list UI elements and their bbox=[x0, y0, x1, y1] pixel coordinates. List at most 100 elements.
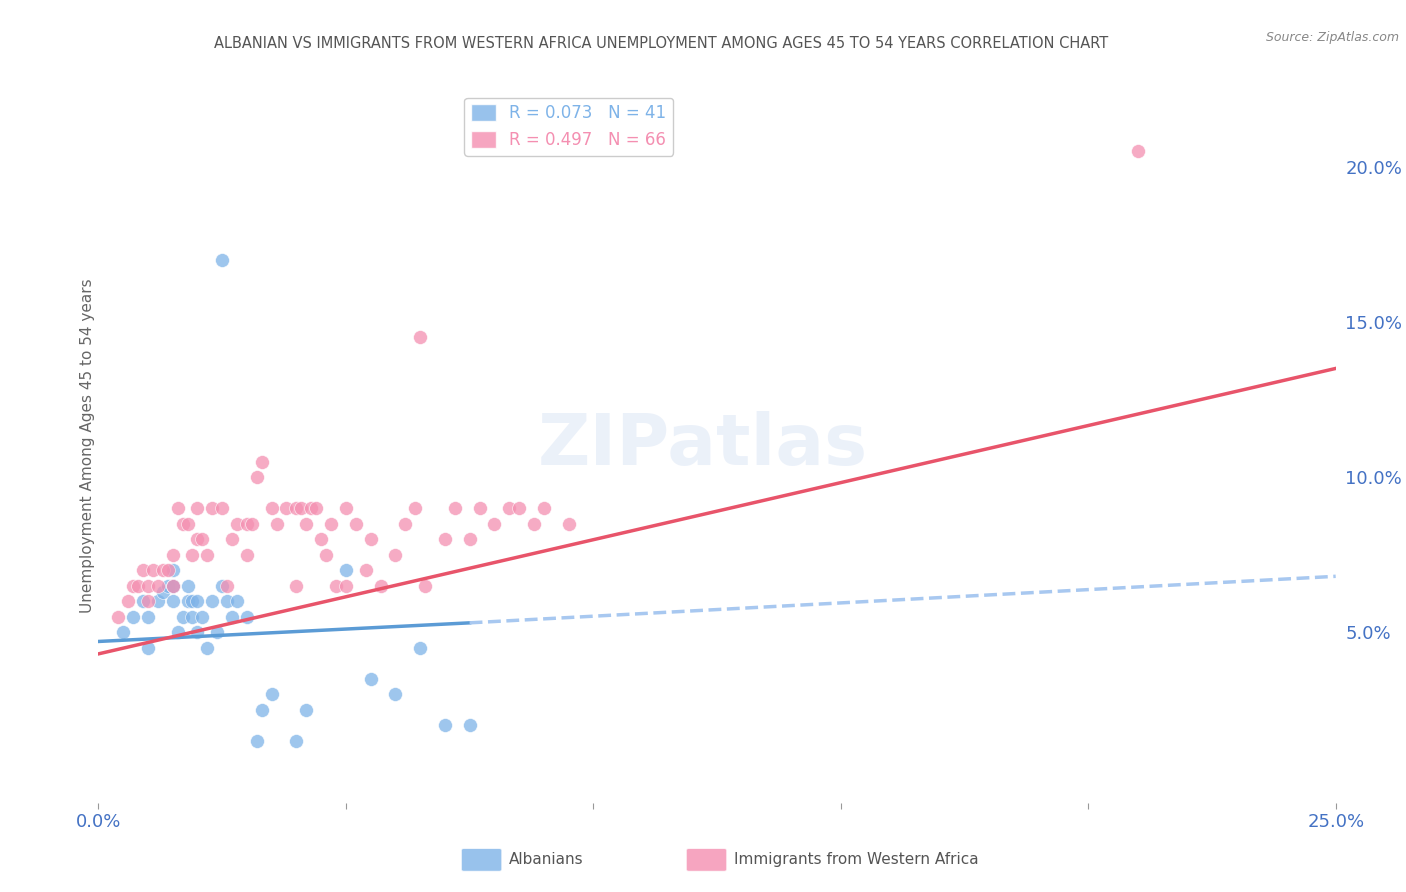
Point bbox=[176, 516, 198, 531]
Point bbox=[186, 594, 208, 608]
Point bbox=[152, 563, 174, 577]
Point bbox=[360, 672, 382, 686]
Point bbox=[221, 532, 243, 546]
Point bbox=[250, 703, 273, 717]
Point bbox=[260, 687, 283, 701]
Point bbox=[162, 563, 184, 577]
Point bbox=[191, 532, 214, 546]
Point bbox=[172, 516, 194, 531]
Point bbox=[201, 501, 224, 516]
Point bbox=[236, 609, 259, 624]
Point bbox=[217, 579, 239, 593]
Point bbox=[315, 548, 337, 562]
Point bbox=[305, 501, 328, 516]
Point bbox=[226, 594, 249, 608]
Point bbox=[404, 501, 426, 516]
Point bbox=[162, 594, 184, 608]
Point bbox=[335, 579, 357, 593]
Point bbox=[211, 252, 233, 267]
Point bbox=[285, 501, 308, 516]
Point bbox=[260, 501, 283, 516]
Point bbox=[508, 501, 530, 516]
Point bbox=[136, 594, 159, 608]
Point bbox=[136, 579, 159, 593]
Point bbox=[384, 687, 406, 701]
Point bbox=[166, 501, 188, 516]
Point bbox=[240, 516, 263, 531]
Point bbox=[146, 594, 169, 608]
Point bbox=[413, 579, 436, 593]
Point bbox=[484, 516, 506, 531]
Point bbox=[354, 563, 377, 577]
Point bbox=[205, 625, 228, 640]
Point bbox=[409, 640, 432, 655]
Point bbox=[186, 532, 208, 546]
Point bbox=[458, 718, 481, 732]
Text: ZIPatlas: ZIPatlas bbox=[538, 411, 868, 481]
Point bbox=[360, 532, 382, 546]
Point bbox=[344, 516, 367, 531]
Point bbox=[443, 501, 465, 516]
Point bbox=[295, 516, 318, 531]
Point bbox=[246, 470, 269, 484]
Point bbox=[276, 501, 298, 516]
Point bbox=[142, 563, 165, 577]
Point bbox=[156, 563, 179, 577]
Point bbox=[195, 640, 218, 655]
Point bbox=[246, 733, 269, 747]
Point bbox=[181, 548, 204, 562]
Point bbox=[176, 579, 198, 593]
Point bbox=[433, 532, 456, 546]
Point bbox=[166, 625, 188, 640]
Point bbox=[211, 579, 233, 593]
Point bbox=[299, 501, 322, 516]
Point bbox=[523, 516, 546, 531]
Point bbox=[146, 579, 169, 593]
Point bbox=[458, 532, 481, 546]
Point bbox=[195, 548, 218, 562]
Point bbox=[176, 594, 198, 608]
Point bbox=[191, 609, 214, 624]
Point bbox=[112, 625, 135, 640]
Point bbox=[236, 516, 259, 531]
Point bbox=[394, 516, 416, 531]
Legend: R = 0.073   N = 41, R = 0.497   N = 66: R = 0.073 N = 41, R = 0.497 N = 66 bbox=[464, 97, 673, 155]
Text: Immigrants from Western Africa: Immigrants from Western Africa bbox=[734, 853, 979, 867]
Point bbox=[122, 609, 145, 624]
Point bbox=[335, 563, 357, 577]
Point bbox=[217, 594, 239, 608]
Point bbox=[325, 579, 347, 593]
Point bbox=[236, 548, 259, 562]
Point bbox=[226, 516, 249, 531]
Point bbox=[221, 609, 243, 624]
Point bbox=[290, 501, 312, 516]
Point bbox=[136, 609, 159, 624]
Point bbox=[162, 579, 184, 593]
Point bbox=[433, 718, 456, 732]
Text: Source: ZipAtlas.com: Source: ZipAtlas.com bbox=[1265, 31, 1399, 45]
Text: ALBANIAN VS IMMIGRANTS FROM WESTERN AFRICA UNEMPLOYMENT AMONG AGES 45 TO 54 YEAR: ALBANIAN VS IMMIGRANTS FROM WESTERN AFRI… bbox=[214, 36, 1108, 51]
Point bbox=[201, 594, 224, 608]
Point bbox=[136, 640, 159, 655]
Point bbox=[319, 516, 342, 531]
Point bbox=[557, 516, 579, 531]
Point bbox=[132, 563, 155, 577]
Point bbox=[127, 579, 149, 593]
Point bbox=[162, 579, 184, 593]
Point bbox=[152, 584, 174, 599]
Point bbox=[309, 532, 332, 546]
Point bbox=[335, 501, 357, 516]
Point bbox=[181, 609, 204, 624]
Point bbox=[1126, 145, 1149, 159]
Point bbox=[250, 454, 273, 468]
Point bbox=[186, 625, 208, 640]
Point bbox=[122, 579, 145, 593]
Point bbox=[266, 516, 288, 531]
Point bbox=[107, 609, 129, 624]
Point bbox=[117, 594, 139, 608]
Point bbox=[186, 501, 208, 516]
Point bbox=[295, 703, 318, 717]
Point bbox=[533, 501, 555, 516]
Point bbox=[172, 609, 194, 624]
Text: Albanians: Albanians bbox=[509, 853, 583, 867]
